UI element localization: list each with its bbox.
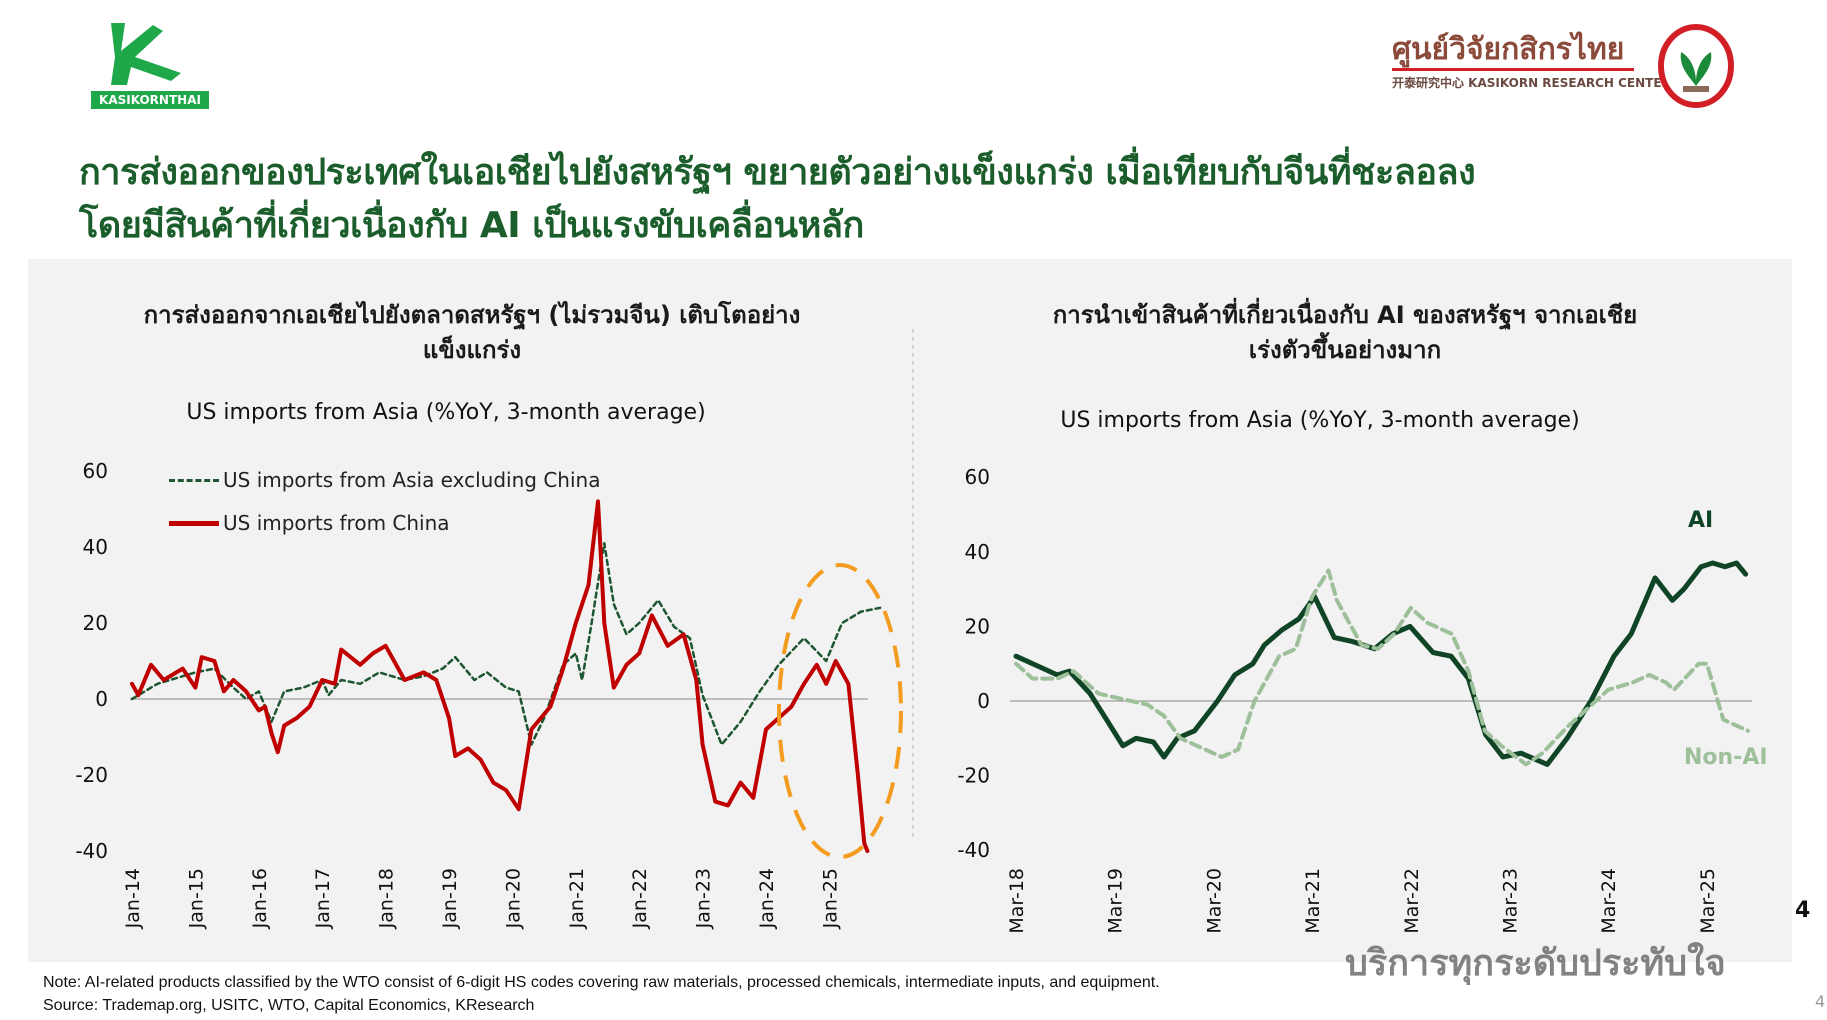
kasikornthai-logo: KASIKORNTHAI bbox=[91, 21, 211, 109]
legend-label: US imports from Asia excluding China bbox=[223, 468, 601, 492]
left-chart-title-line1: การส่งออกจากเอเชียไปยังตลาดสหรัฐฯ (ไม่รว… bbox=[143, 301, 801, 329]
x-tick-label: Mar-19 bbox=[1105, 868, 1127, 934]
y-tick-label: 20 bbox=[83, 611, 108, 635]
charts-panel bbox=[28, 259, 1792, 962]
non-ai-series-label: Non-AI bbox=[1684, 745, 1768, 770]
series-line-non-ai bbox=[1014, 568, 1750, 767]
right-chart-subtitle: US imports from Asia (%YoY, 3-month aver… bbox=[1060, 408, 1580, 433]
x-tick-label: Jan-14 bbox=[122, 868, 144, 929]
legend-label: US imports from China bbox=[223, 511, 450, 535]
x-tick-label: Jan-18 bbox=[376, 868, 398, 929]
krc-logo-line bbox=[1392, 68, 1634, 71]
k-logo-icon bbox=[111, 23, 181, 85]
krc-logo-thai: ศูนย์วิจัยกสิกรไทย bbox=[1392, 32, 1625, 67]
y-tick-label: 20 bbox=[965, 614, 990, 638]
ai-series-label: AI bbox=[1688, 508, 1714, 533]
highlight-ellipse bbox=[777, 563, 903, 859]
series-line-us-imports-from-china bbox=[130, 499, 870, 853]
y-tick-label: 0 bbox=[977, 689, 990, 713]
x-tick-label: Mar-18 bbox=[1006, 868, 1028, 934]
x-tick-label: Mar-22 bbox=[1401, 868, 1423, 934]
page-number: 4 bbox=[1795, 898, 1811, 923]
right-chart-title-line2: เร่งตัวขึ้นอย่างมาก bbox=[1248, 336, 1442, 364]
x-tick-label: Jan-24 bbox=[756, 868, 778, 929]
y-tick-label: 40 bbox=[83, 535, 108, 559]
footer-note: Note: AI-related products classified by … bbox=[43, 974, 1160, 991]
y-tick-label: 60 bbox=[83, 459, 108, 483]
x-tick-label: Jan-23 bbox=[693, 868, 715, 929]
y-tick-label: 60 bbox=[965, 465, 990, 489]
y-tick-label: 0 bbox=[95, 687, 108, 711]
x-tick-label: Jan-16 bbox=[249, 868, 271, 929]
x-tick-label: Mar-25 bbox=[1697, 868, 1719, 934]
footer-source: Source: Trademap.org, USITC, WTO, Capita… bbox=[43, 997, 535, 1014]
x-tick-label: Jan-21 bbox=[566, 868, 588, 929]
series-line-ai bbox=[1013, 560, 1749, 767]
legend-china: US imports from China bbox=[169, 511, 450, 535]
series-line-us-imports-from-asia-excluding-china bbox=[130, 541, 882, 746]
right-chart-title-line1: การนำเข้าสินค้าที่เกี่ยวเนื่องกับ AI ของ… bbox=[1052, 301, 1638, 329]
y-tick-label: -40 bbox=[957, 838, 990, 862]
x-tick-label: Jan-25 bbox=[819, 868, 841, 929]
x-tick-label: Mar-20 bbox=[1203, 868, 1225, 934]
x-tick-label: Jan-15 bbox=[185, 868, 207, 929]
legend-asia-ex-china: US imports from Asia excluding China bbox=[169, 468, 600, 492]
x-tick-label: Jan-17 bbox=[312, 868, 334, 929]
left-chart-subtitle: US imports from Asia (%YoY, 3-month aver… bbox=[186, 400, 706, 425]
left-chart-title-line2: แข็งแกร่ง bbox=[422, 336, 522, 364]
x-tick-label: Jan-22 bbox=[629, 868, 651, 929]
x-tick-label: Mar-21 bbox=[1302, 868, 1324, 934]
y-tick-label: -20 bbox=[75, 763, 108, 787]
watermark: บริการทุกระดับประทับใจ bbox=[1345, 943, 1726, 984]
x-tick-label: Mar-23 bbox=[1500, 868, 1522, 934]
page-title-line1: การส่งออกของประเทศในเอเชียไปยังสหรัฐฯ ขย… bbox=[79, 152, 1476, 193]
y-tick-label: 40 bbox=[965, 540, 990, 564]
x-tick-label: Jan-19 bbox=[439, 868, 461, 929]
legend-dashed-swatch bbox=[169, 478, 219, 482]
kasikornthai-logo-text: KASIKORNTHAI bbox=[91, 91, 209, 109]
page-number-small: 4 bbox=[1815, 992, 1826, 1011]
page-title-line2: โดยมีสินค้าที่เกี่ยวเนื่องกับ AI เป็นแรง… bbox=[79, 205, 864, 246]
y-tick-label: -40 bbox=[75, 839, 108, 863]
x-tick-label: Mar-24 bbox=[1598, 868, 1620, 934]
legend-solid-swatch bbox=[169, 520, 219, 526]
krc-circle-logo-icon bbox=[1657, 24, 1735, 112]
krc-logo-sub: 开泰研究中心 KASIKORN RESEARCH CENTER bbox=[1392, 76, 1671, 90]
y-tick-label: -20 bbox=[957, 764, 990, 788]
x-tick-label: Jan-20 bbox=[502, 868, 524, 929]
